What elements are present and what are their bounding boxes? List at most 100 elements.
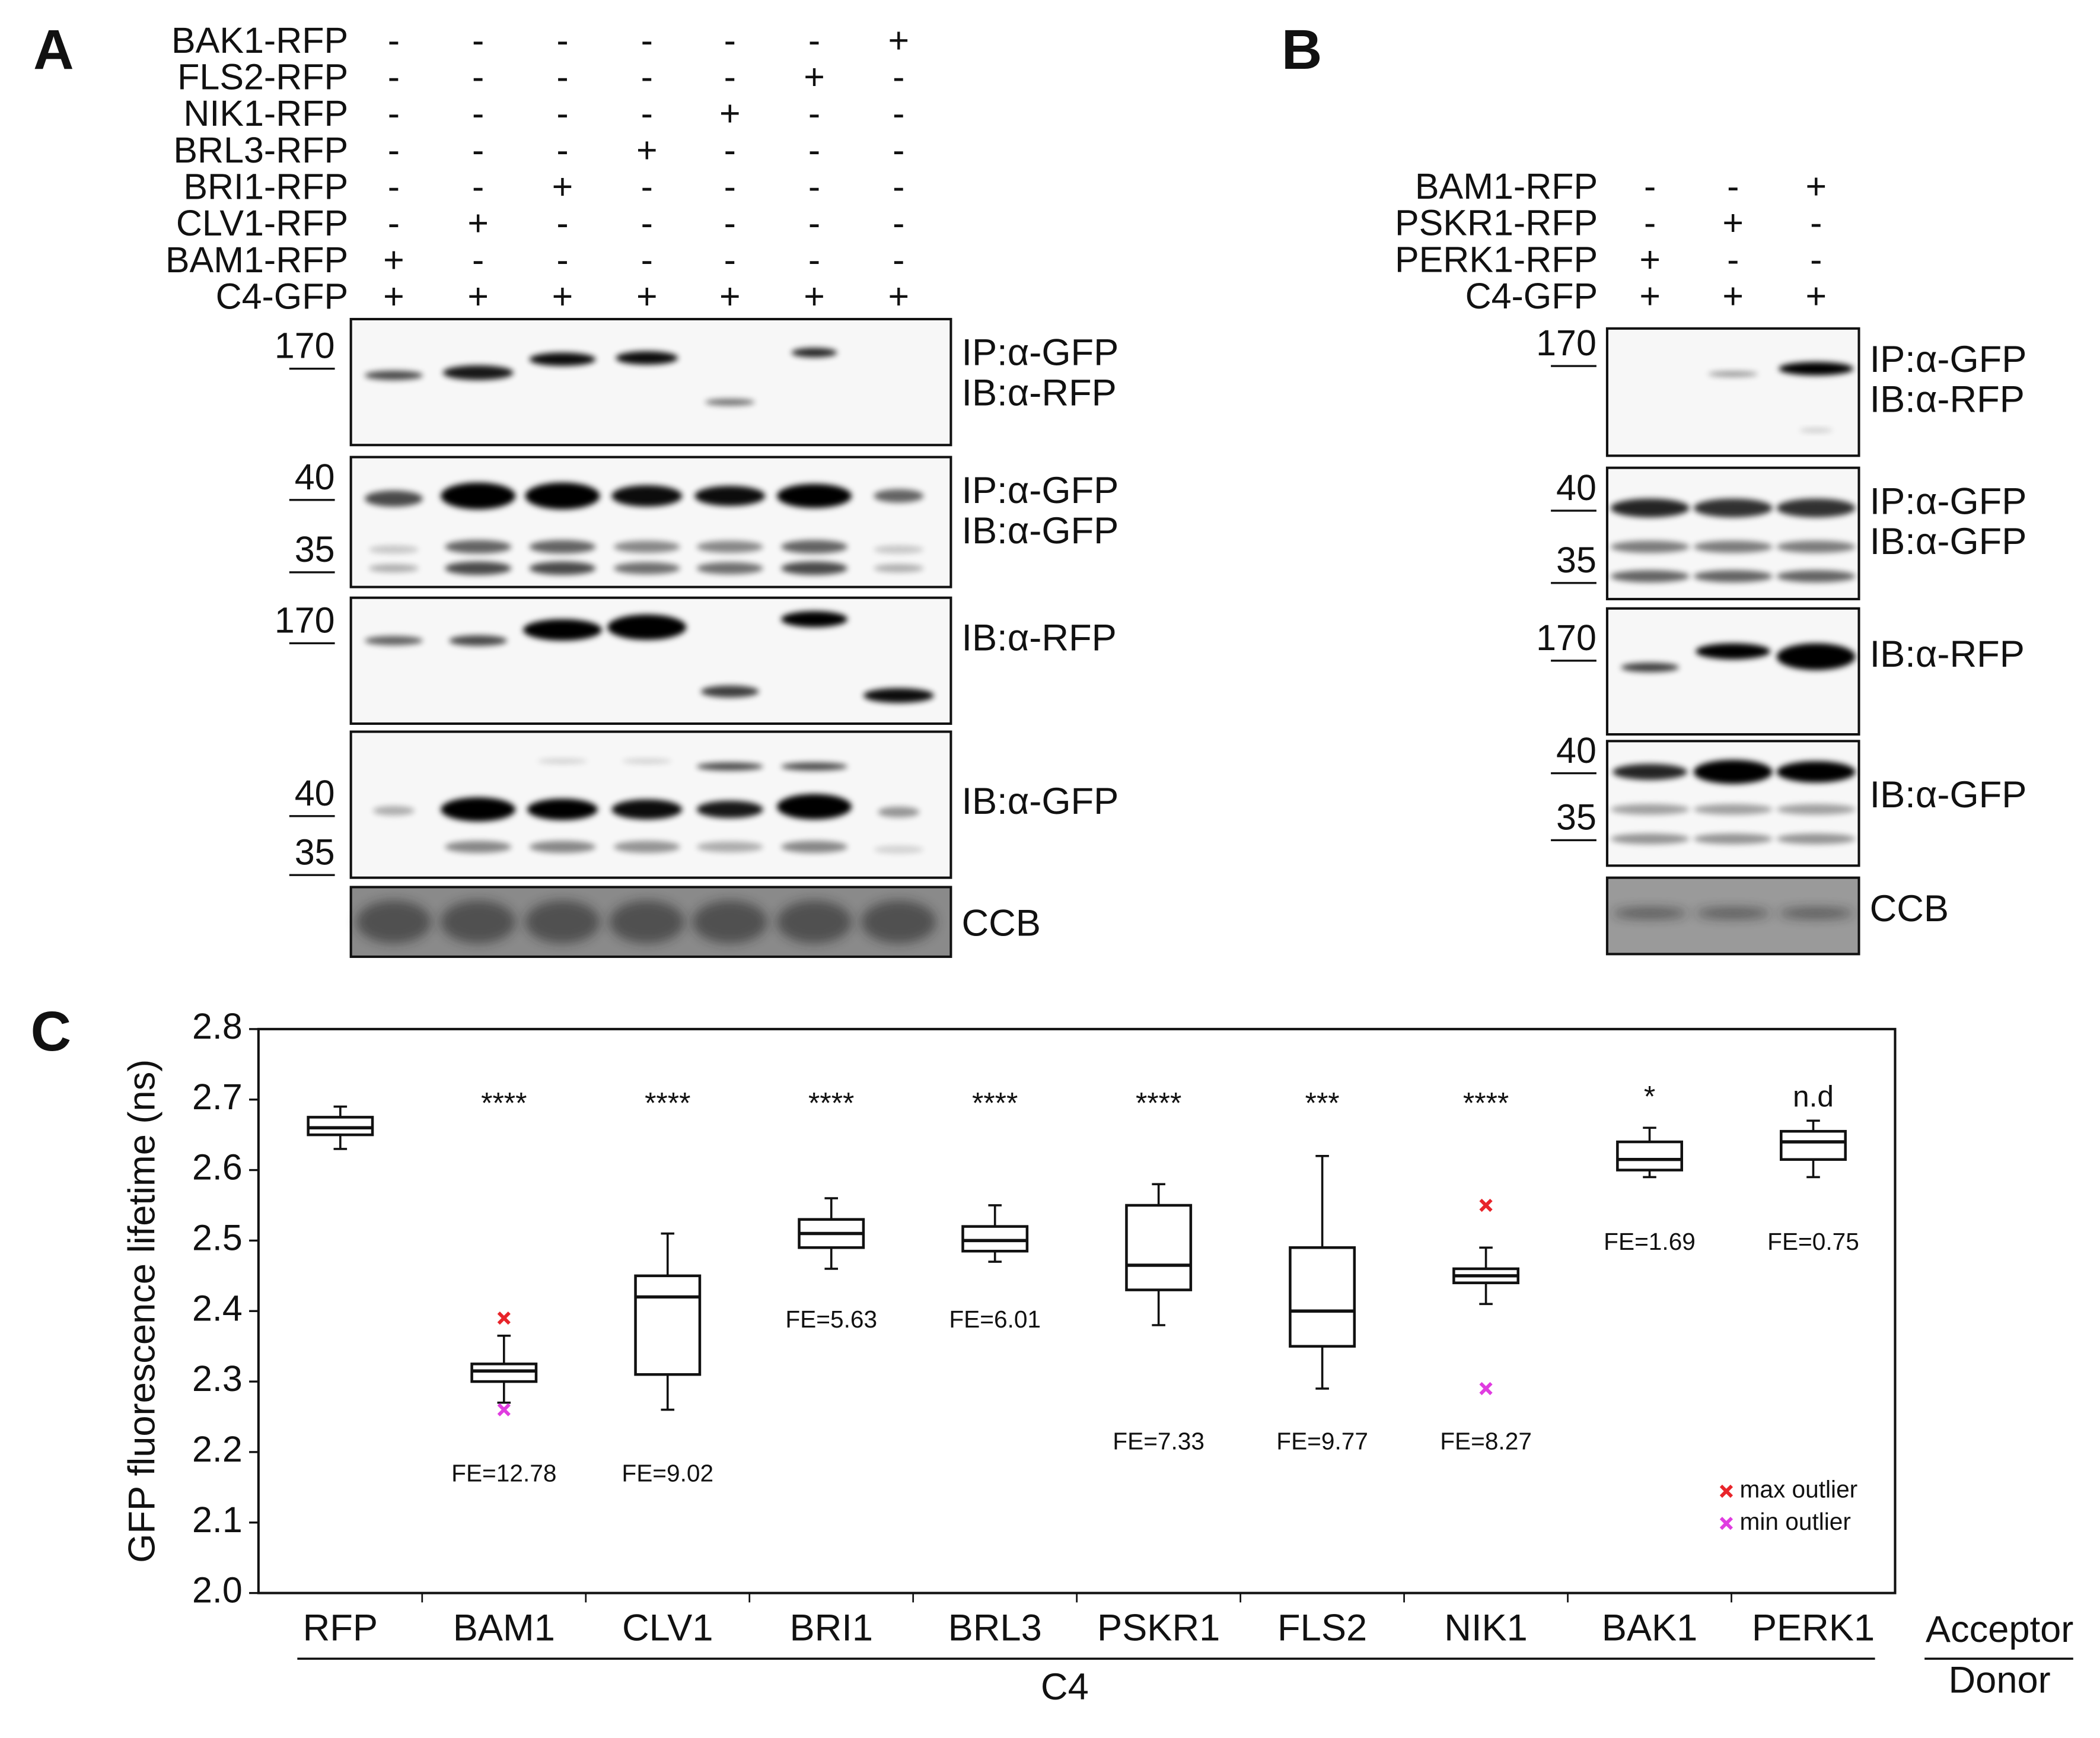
band (537, 758, 588, 764)
sign: - (472, 93, 484, 133)
sign: - (893, 130, 904, 170)
sign: - (724, 57, 736, 97)
band (1776, 761, 1856, 783)
band (441, 482, 516, 510)
band (692, 900, 767, 944)
band (525, 482, 600, 510)
sign: - (724, 130, 736, 170)
sign: - (893, 240, 904, 280)
significance-label: * (1644, 1080, 1655, 1113)
band (525, 900, 600, 944)
y-tick-label: 2.8 (192, 1006, 243, 1046)
x-tick-label: BRI1 (789, 1608, 873, 1649)
x-tick-label: BRL3 (948, 1608, 1042, 1649)
band (1610, 833, 1690, 845)
blot-label: IB:α-RFP (1870, 379, 2025, 421)
blot-frame (1605, 607, 1860, 736)
sign: + (1722, 276, 1744, 316)
y-tick-label: 2.5 (192, 1218, 243, 1258)
sign: + (1639, 239, 1661, 279)
band (1613, 908, 1688, 919)
sign: - (1644, 203, 1656, 243)
band (696, 562, 763, 575)
sign: - (724, 20, 736, 61)
band (1610, 804, 1690, 815)
band (1613, 763, 1688, 780)
sign: - (388, 203, 400, 243)
blot-label: IB:α-GFP (1870, 521, 2027, 562)
blot-label: IB:α-RFP (1870, 634, 2025, 675)
sign: - (472, 130, 484, 170)
x-tick-label: FLS2 (1277, 1608, 1367, 1649)
band (1776, 570, 1856, 582)
blot-frame (1605, 327, 1860, 457)
panel-letter: B (1282, 18, 1322, 81)
sign: - (556, 130, 568, 170)
y-tick-label: 2.0 (192, 1570, 243, 1610)
band (1776, 540, 1856, 553)
sign: - (641, 240, 653, 280)
sign: + (467, 276, 489, 316)
band (1693, 833, 1773, 845)
band (1621, 663, 1680, 673)
x-tick-label: CLV1 (622, 1608, 713, 1649)
fe-label: FE=7.33 (1113, 1427, 1204, 1454)
sign: - (808, 203, 820, 243)
blot-frame (349, 886, 952, 958)
sign: - (641, 57, 653, 97)
legend-marker (1719, 1517, 1733, 1530)
band (777, 483, 852, 508)
blot-label: IP:α-GFP (961, 470, 1118, 511)
band (1693, 540, 1773, 553)
band (364, 491, 423, 507)
sign: + (804, 276, 825, 316)
band (781, 841, 848, 853)
band (364, 370, 423, 380)
band (777, 794, 852, 820)
outlier (1479, 1198, 1493, 1212)
x-tick-label: NIK1 (1444, 1608, 1528, 1649)
x-tick-label: BAM1 (453, 1608, 555, 1649)
blot-frame (349, 596, 952, 725)
panel-letter: C (31, 1000, 71, 1063)
band (696, 540, 763, 553)
sign: + (383, 240, 404, 280)
band (878, 806, 920, 818)
band (791, 348, 837, 358)
box (307, 1116, 374, 1137)
fe-label: FE=0.75 (1767, 1228, 1859, 1255)
band (616, 351, 678, 365)
marker-label: 40 (1556, 467, 1596, 508)
sign: + (636, 130, 658, 170)
condition-label: PERK1-RFP (1395, 239, 1598, 279)
sign: - (641, 203, 653, 243)
outlier (497, 1312, 511, 1325)
band (522, 619, 602, 641)
sign: + (1722, 203, 1744, 243)
fe-label: FE=9.77 (1276, 1427, 1368, 1454)
y-tick-label: 2.7 (192, 1077, 243, 1117)
blot-frame (1605, 876, 1860, 956)
marker-label: 40 (1556, 730, 1596, 771)
sign: - (388, 57, 400, 97)
band (442, 365, 514, 380)
band (781, 611, 848, 628)
significance-label: *** (1305, 1087, 1340, 1120)
marker-label: 40 (295, 773, 335, 813)
fe-label: FE=12.78 (451, 1460, 556, 1487)
sign: - (808, 93, 820, 133)
sign: - (1644, 166, 1656, 206)
band (1610, 570, 1690, 582)
condition-label: NIK1-RFP (183, 93, 348, 133)
band (1779, 908, 1854, 919)
blot-label: IB:α-GFP (1870, 774, 2027, 816)
sign: - (724, 240, 736, 280)
legend-label: min outlier (1740, 1508, 1851, 1535)
box (961, 1225, 1029, 1253)
sign: - (388, 93, 400, 133)
fe-label: FE=8.27 (1440, 1427, 1532, 1454)
marker-label: 40 (295, 457, 335, 497)
band (694, 486, 766, 507)
